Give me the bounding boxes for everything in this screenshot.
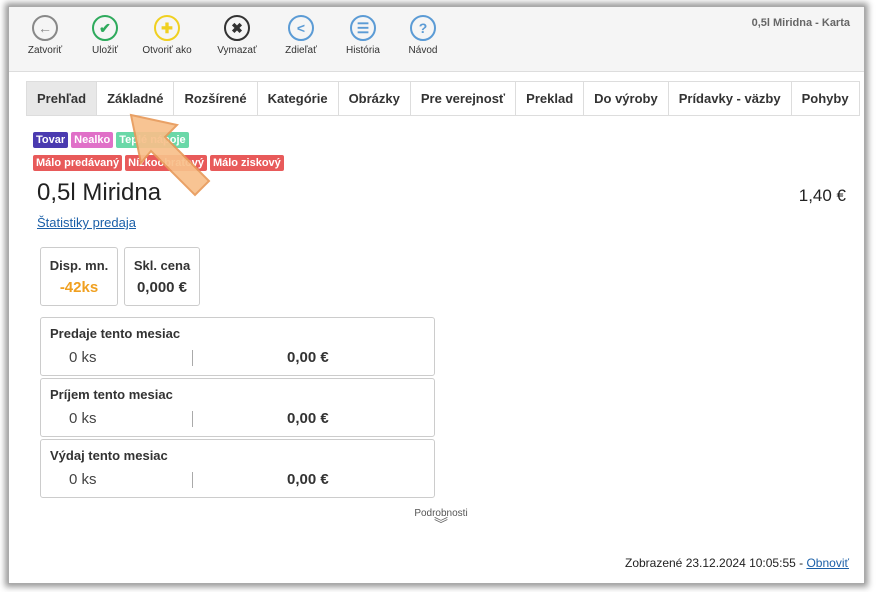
toolbar-label: Uložiť	[92, 45, 118, 56]
shown-timestamp: Zobrazené 23.12.2024 10:05:55 -	[624, 556, 807, 570]
window-title: 0,5l Miridna - Karta	[751, 17, 850, 29]
sales-stats-link[interactable]: Štatistiky predaja	[37, 215, 136, 230]
double-chevron-down-icon: ︾	[434, 516, 448, 532]
summary-amount: 0,00 €	[287, 471, 329, 488]
summary-amount: 0,00 €	[287, 410, 329, 427]
stock-qty-value: -42ks	[59, 279, 99, 296]
month-summary-box: Predaje tento mesiac 0 ks 0,00 €	[40, 317, 435, 376]
toolbar-label: Vymazať	[217, 45, 257, 56]
share-icon: <	[288, 15, 314, 41]
tab-1[interactable]: Základné	[96, 81, 174, 116]
tab-3[interactable]: Kategórie	[256, 81, 338, 116]
summary-title: Výdaj tento mesiac	[50, 448, 168, 463]
pointer-arrow-icon	[129, 113, 211, 197]
stock-qty-label: Disp. mn.	[49, 258, 109, 273]
toolbar-button-6[interactable]: ? Návod	[393, 15, 453, 56]
tag-badge: Tovar	[33, 132, 69, 148]
close-icon: ✖	[224, 15, 250, 41]
footer: Zobrazené 23.12.2024 10:05:55 - Obnoviť	[625, 556, 849, 570]
summary-qty: 0 ks	[69, 349, 97, 366]
month-summary-box: Príjem tento mesiac 0 ks 0,00 €	[40, 378, 435, 437]
summary-qty: 0 ks	[69, 471, 97, 488]
tab-7[interactable]: Do výroby	[583, 81, 668, 116]
toolbar-button-5[interactable]: ☰ História	[333, 15, 393, 56]
toolbar-button-2[interactable]: ✚ Otvoriť ako	[137, 15, 197, 56]
tab-5[interactable]: Pre verejnosť	[409, 81, 516, 116]
plus-icon: ✚	[154, 15, 180, 41]
summary-amount: 0,00 €	[287, 349, 329, 366]
check-icon: ✔	[92, 15, 118, 41]
toolbar: ← Zatvoriť ✔ Uložiť ✚ Otvoriť ako ✖ Vymazať < Zdi…	[9, 7, 864, 72]
tab-9[interactable]: Pohyby	[790, 81, 860, 116]
tab-2[interactable]: Rozšírené	[173, 81, 257, 116]
tab-0[interactable]: Prehľad	[26, 81, 97, 116]
toolbar-button-4[interactable]: < Zdieľať	[271, 15, 331, 56]
tab-4[interactable]: Obrázky	[337, 81, 410, 116]
tag-badge: Málo predávaný	[33, 155, 123, 171]
help-icon: ?	[410, 15, 436, 41]
summary-title: Predaje tento mesiac	[50, 326, 181, 341]
arrow-left-icon: ←	[32, 15, 58, 41]
stock-price-box: Skl. cena 0,000 €	[124, 247, 200, 306]
tag-badge: Málo ziskový	[209, 155, 284, 171]
toolbar-label: Zatvoriť	[27, 45, 63, 56]
refresh-link[interactable]: Obnoviť	[806, 556, 849, 570]
tag-badge: Nealko	[71, 132, 114, 148]
details-toggle[interactable]: Podrobnosti ︾	[406, 508, 476, 532]
stock-qty-box: Disp. mn. -42ks	[40, 247, 118, 306]
stock-price-label: Skl. cena	[133, 258, 191, 273]
toolbar-label: Návod	[408, 45, 438, 56]
stock-price-value: 0,000 €	[136, 279, 188, 296]
toolbar-button-1[interactable]: ✔ Uložiť	[75, 15, 135, 56]
tab-bar: Prehľad Základné Rozšírené Kategórie Obrázky…	[26, 81, 860, 116]
summary-title: Príjem tento mesiac	[50, 387, 173, 402]
toolbar-button-3[interactable]: ✖ Vymazať	[207, 15, 267, 56]
window: ← Zatvoriť ✔ Uložiť ✚ Otvoriť ako ✖ Vymazať < Zdi…	[8, 6, 865, 584]
summary-qty: 0 ks	[69, 410, 97, 427]
toolbar-label: História	[346, 45, 380, 56]
divider	[192, 472, 193, 488]
toolbar-button-0[interactable]: ← Zatvoriť	[15, 15, 75, 56]
product-price: 1,40 €	[798, 186, 846, 205]
toolbar-label: Otvoriť ako	[142, 45, 192, 56]
product-title: 0,5l Miridna	[37, 179, 162, 206]
divider	[192, 350, 193, 366]
details-label: Podrobnosti	[414, 508, 468, 519]
toolbar-label: Zdieľať	[285, 45, 317, 56]
month-summary-box: Výdaj tento mesiac 0 ks 0,00 €	[40, 439, 435, 498]
tab-6[interactable]: Preklad	[515, 81, 584, 116]
tab-8[interactable]: Prídavky - väzby	[667, 81, 791, 116]
list-icon: ☰	[350, 15, 376, 41]
divider	[192, 411, 193, 427]
